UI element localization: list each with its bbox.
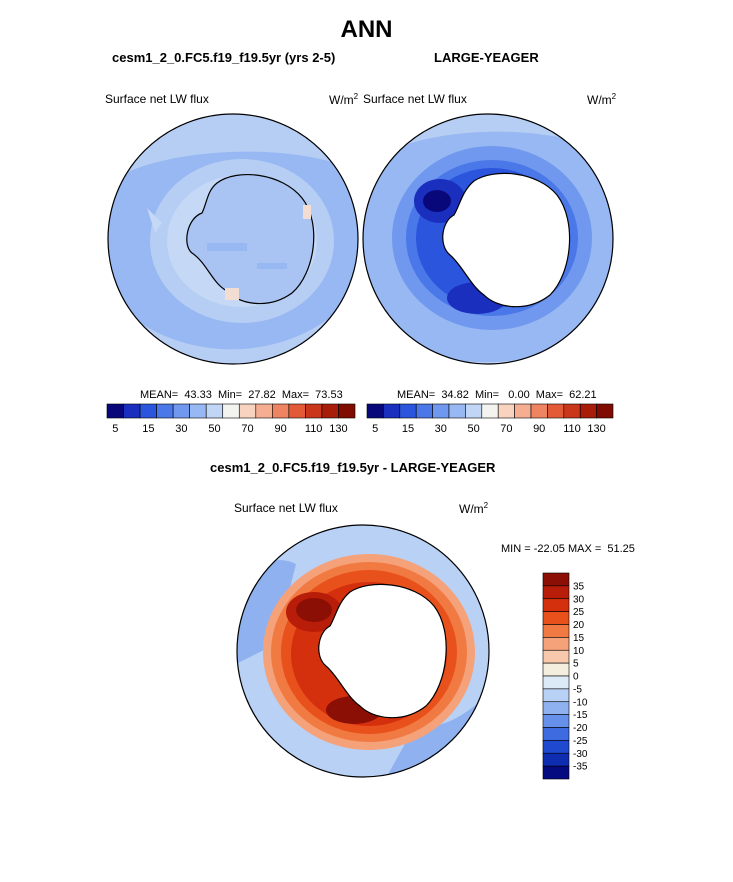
colorbar-swatch xyxy=(415,403,433,419)
colorbar-swatch xyxy=(172,403,190,419)
colorbar-swatch xyxy=(542,649,570,664)
colorbar-tick-label: -25 xyxy=(573,736,588,747)
colorbar-tick-label: 50 xyxy=(208,423,220,435)
panel3-colorbar: 35 30 25 20 15 10 5 0-5 -10 -15 -20 -25 -30 -35 xyxy=(542,572,588,780)
colorbar-swatch xyxy=(305,403,323,419)
panel2-colorbar: 5 15 30 50 70 90 110 130 xyxy=(366,403,614,435)
colorbar-swatch xyxy=(338,403,356,419)
colorbar-tick-label: 110 xyxy=(563,423,581,435)
colorbar-swatch xyxy=(542,637,570,651)
panel2-variable-label: Surface net LW flux xyxy=(363,92,467,106)
colorbar-tick-label: 30 xyxy=(435,423,447,435)
colorbar-tick-label: 30 xyxy=(573,594,585,605)
colorbar-swatch xyxy=(542,624,570,638)
panel3-stats: MIN = -22.05 MAX = 51.25 xyxy=(501,543,635,555)
colorbar-swatch xyxy=(542,740,570,754)
colorbar-tick-label: 20 xyxy=(573,620,585,631)
panel3-polar-map xyxy=(236,524,490,778)
colorbar-swatch xyxy=(288,403,306,419)
colorbar-tick-label: 70 xyxy=(500,423,512,435)
colorbar-swatch xyxy=(542,598,570,612)
colorbar-tick-label: -30 xyxy=(573,749,588,760)
colorbar-tick-label: 90 xyxy=(274,423,286,435)
colorbar-swatch xyxy=(321,403,339,419)
colorbar-tick-label: 70 xyxy=(241,423,253,435)
panel3-case-title: cesm1_2_0.FC5.f19_f19.5yr - LARGE-YEAGER xyxy=(210,460,496,475)
colorbar-tick-label: 15 xyxy=(573,633,585,644)
colorbar-swatch xyxy=(366,403,384,419)
colorbar-tick-label: -35 xyxy=(573,762,588,773)
colorbar-swatch xyxy=(448,403,466,419)
colorbar-tick-label: 30 xyxy=(175,423,187,435)
colorbar-tick-label: -5 xyxy=(573,684,582,695)
colorbar-swatch xyxy=(542,727,570,741)
colorbar-swatch xyxy=(481,403,499,419)
colorbar-swatch xyxy=(222,403,240,419)
colorbar-swatch xyxy=(139,403,157,419)
colorbar-swatch xyxy=(156,403,174,419)
panel3-variable-label: Surface net LW flux xyxy=(234,501,338,515)
colorbar-swatch xyxy=(514,403,532,419)
colorbar-tick-label: 5 xyxy=(112,423,118,435)
colorbar-tick-label: 10 xyxy=(573,646,585,657)
colorbar-swatch xyxy=(497,403,515,419)
panel1-variable-label: Surface net LW flux xyxy=(105,92,209,106)
panel2-units-label: W/m2 xyxy=(587,92,617,107)
colorbar-swatch xyxy=(579,403,597,419)
colorbar-tick-label: 15 xyxy=(402,423,414,435)
colorbar-swatch xyxy=(542,688,570,703)
colorbar-tick-label: 110 xyxy=(305,423,323,435)
colorbar-swatch xyxy=(542,701,570,715)
colorbar-swatch xyxy=(255,403,273,419)
colorbar-swatch xyxy=(465,403,483,419)
colorbar-swatch xyxy=(563,403,581,419)
colorbar-swatch xyxy=(205,403,224,419)
colorbar-swatch xyxy=(542,611,570,625)
colorbar-swatch xyxy=(432,403,450,419)
colorbar-swatch xyxy=(238,403,257,419)
colorbar-swatch xyxy=(542,662,570,677)
colorbar-swatch xyxy=(399,403,417,419)
colorbar-swatch xyxy=(542,765,570,780)
colorbar-swatch xyxy=(272,403,290,419)
colorbar-tick-label: 35 xyxy=(573,581,585,592)
colorbar-tick-label: -10 xyxy=(573,697,588,708)
panel2-case-title: LARGE-YEAGER xyxy=(434,50,539,65)
panel1-polar-map xyxy=(107,113,359,365)
colorbar-tick-label: -20 xyxy=(573,723,588,734)
colorbar-tick-label: 15 xyxy=(142,423,154,435)
colorbar-swatch xyxy=(123,403,141,419)
colorbar-swatch xyxy=(383,403,401,419)
panel1-stats: MEAN= 43.33 Min= 27.82 Max= 73.53 xyxy=(140,389,343,401)
colorbar-swatch xyxy=(596,403,614,419)
colorbar-swatch xyxy=(530,403,548,419)
panel2-stats: MEAN= 34.82 Min= 0.00 Max= 62.21 xyxy=(397,389,597,401)
colorbar-tick-label: 130 xyxy=(587,423,605,435)
colorbar-swatch xyxy=(106,403,124,419)
panel3-units-label: W/m2 xyxy=(459,501,489,516)
colorbar-tick-label: 50 xyxy=(467,423,479,435)
colorbar-swatch xyxy=(542,752,570,767)
panel2-polar-map xyxy=(362,113,614,365)
colorbar-tick-label: 0 xyxy=(573,672,579,683)
colorbar-swatch xyxy=(542,585,570,600)
colorbar-swatch xyxy=(542,714,570,728)
figure-title: ANN xyxy=(340,16,393,43)
colorbar-swatch xyxy=(542,572,570,587)
colorbar-swatch xyxy=(547,403,565,419)
colorbar-tick-label: 5 xyxy=(573,659,579,670)
colorbar-tick-label: 130 xyxy=(329,423,347,435)
panel1-case-title: cesm1_2_0.FC5.f19_f19.5yr (yrs 2-5) xyxy=(112,50,336,65)
colorbar-swatch xyxy=(189,403,207,419)
colorbar-swatch xyxy=(542,675,570,690)
colorbar-tick-label: 90 xyxy=(533,423,545,435)
colorbar-tick-label: 5 xyxy=(372,423,378,435)
panel1-colorbar: 5 15 30 50 70 90 110 130 xyxy=(106,403,356,435)
colorbar-tick-label: -15 xyxy=(573,710,588,721)
colorbar-tick-label: 25 xyxy=(573,607,585,618)
panel1-units-label: W/m2 xyxy=(329,92,359,107)
